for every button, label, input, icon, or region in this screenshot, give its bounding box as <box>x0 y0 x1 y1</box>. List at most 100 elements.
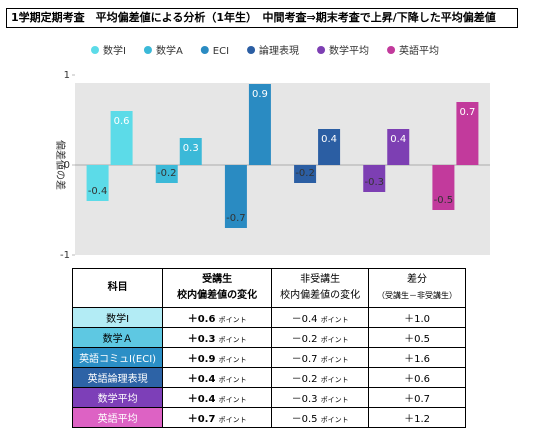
table-row: 数学Ａ ＋0.3 ポイント －0.2 ポイント ＋0.5 <box>71 327 466 348</box>
legend-label: 英語平均 <box>399 44 439 57</box>
data-label: 0.3 <box>183 143 199 154</box>
legend-label: ECI <box>213 46 229 57</box>
bar <box>294 165 317 183</box>
y-tick-label: 1 <box>64 70 70 81</box>
value-cell: －0.2 ポイント <box>271 327 370 348</box>
value-text: ＋0.4 <box>187 394 216 405</box>
bar <box>387 129 410 165</box>
header-text: （受講生－非受講生） <box>377 291 458 300</box>
unit-text: ポイント <box>218 336 247 344</box>
bar <box>86 165 109 201</box>
subject-cell: 英語平均 <box>71 407 164 428</box>
value-cell: ＋0.9 ポイント <box>162 347 273 368</box>
subject-cell: 英語コミュⅠ(ECI) <box>71 347 164 368</box>
subject-cell: 数学Ⅰ <box>71 307 164 328</box>
value-cell: ＋0.3 ポイント <box>162 327 273 348</box>
table-row: 数学平均 ＋0.4 ポイント －0.3 ポイント ＋0.7 <box>71 387 466 408</box>
value-cell: －0.5 ポイント <box>271 407 370 428</box>
unit-text: ポイント <box>320 336 349 344</box>
header-cell: 非受講生 校内偏差値の変化 <box>271 268 370 308</box>
table-row: 英語平均 ＋0.7 ポイント －0.5 ポイント ＋1.2 <box>71 407 466 428</box>
legend-marker <box>317 46 326 54</box>
value-text: ＋0.4 <box>187 374 216 385</box>
value-text: ＋0.9 <box>187 354 216 365</box>
bar <box>224 165 247 228</box>
value-text: －0.5 <box>291 414 318 425</box>
unit-text: ポイント <box>218 356 247 364</box>
data-label: -0.2 <box>295 168 315 179</box>
bar <box>432 165 455 210</box>
header-text: 校内偏差値の変化 <box>177 290 258 301</box>
value-cell: ＋0.4 ポイント <box>162 387 273 408</box>
bar <box>363 165 386 192</box>
data-label: -0.2 <box>157 168 177 179</box>
value-text: －0.2 <box>291 334 318 345</box>
value-cell: －0.3 ポイント <box>271 387 370 408</box>
value-cell: ＋0.4 ポイント <box>162 367 273 388</box>
value-cell: ＋0.7 ポイント <box>162 407 273 428</box>
unit-text: ポイント <box>218 376 247 384</box>
table-row: 数学Ⅰ ＋0.6 ポイント －0.4 ポイント ＋1.0 <box>71 307 466 328</box>
header-text: 非受講生 <box>300 274 341 285</box>
legend-marker <box>91 46 99 54</box>
table-row: 英語論理表現 ＋0.4 ポイント －0.2 ポイント ＋0.6 <box>71 367 466 388</box>
subject-cell: 数学Ａ <box>71 327 164 348</box>
table-header: 科目 受講生校内偏差値の変化 非受講生 校内偏差値の変化 差分 （受講生－非受講生） <box>71 268 466 308</box>
value-cell: ＋0.6 ポイント <box>162 307 273 328</box>
data-label: -0.5 <box>434 195 454 206</box>
chart-title: 1学期定期考査 平均偏差値による分析（1年生） 中間考査⇒期末考査で上昇/下降し… <box>6 8 518 28</box>
value-text: －0.3 <box>291 394 318 405</box>
value-cell: －0.2 ポイント <box>271 367 370 388</box>
diff-cell: ＋1.0 <box>368 307 466 328</box>
value-cell: －0.7 ポイント <box>271 347 370 368</box>
bar <box>318 129 341 165</box>
value-text: －0.7 <box>291 354 318 365</box>
table: 科目 受講生校内偏差値の変化 非受講生 校内偏差値の変化 差分 （受講生－非受講生）… <box>71 268 466 428</box>
legend-label: 数学平均 <box>329 44 369 57</box>
header-cell: 科目 <box>71 268 164 308</box>
plot-background <box>75 83 490 255</box>
subject-cell: 数学平均 <box>71 387 164 408</box>
table-row: 英語コミュⅠ(ECI) ＋0.9 ポイント －0.7 ポイント ＋1.6 <box>71 347 466 368</box>
y-tick-label: -1 <box>60 250 70 261</box>
legend-label: 論理表現 <box>259 44 299 57</box>
value-cell: －0.4 ポイント <box>271 307 370 328</box>
bar <box>110 111 133 165</box>
data-label: -0.3 <box>364 177 384 188</box>
value-text: －0.4 <box>291 314 318 325</box>
legend-marker <box>200 46 209 54</box>
bar <box>456 102 479 165</box>
data-label: 0.4 <box>321 134 337 145</box>
data-label: -0.4 <box>88 186 108 197</box>
diff-cell: ＋0.6 <box>368 367 466 388</box>
diff-cell: ＋1.2 <box>368 407 466 428</box>
header-cell: 差分 （受講生－非受講生） <box>368 268 466 308</box>
value-text: －0.2 <box>291 374 318 385</box>
subject-cell: 英語論理表現 <box>71 367 164 388</box>
unit-text: ポイント <box>320 396 349 404</box>
y-tick-label: 0 <box>64 160 70 171</box>
unit-text: ポイント <box>218 396 247 404</box>
y-axis-label: 偏差値の差 <box>54 140 67 190</box>
bar <box>248 84 271 165</box>
legend-marker <box>143 46 152 54</box>
value-text: ＋0.3 <box>187 334 216 345</box>
legend-marker <box>387 46 396 54</box>
legend-label: 数学Ⅰ <box>103 44 126 57</box>
bar <box>179 138 202 165</box>
header-text: 受講生 <box>202 274 233 285</box>
diff-cell: ＋0.7 <box>368 387 466 408</box>
data-label: 0.7 <box>459 107 475 118</box>
unit-text: ポイント <box>218 316 247 324</box>
value-text: ＋0.6 <box>187 314 216 325</box>
value-text: ＋0.7 <box>187 414 216 425</box>
data-label: 0.9 <box>252 89 268 100</box>
legend-label: 数学A <box>156 44 183 57</box>
header-text: 差分 <box>407 274 428 285</box>
data-label: -0.7 <box>226 213 246 224</box>
header-cell: 受講生校内偏差値の変化 <box>162 268 273 308</box>
unit-text: ポイント <box>320 316 349 324</box>
unit-text: ポイント <box>320 356 349 364</box>
unit-text: ポイント <box>218 416 247 424</box>
